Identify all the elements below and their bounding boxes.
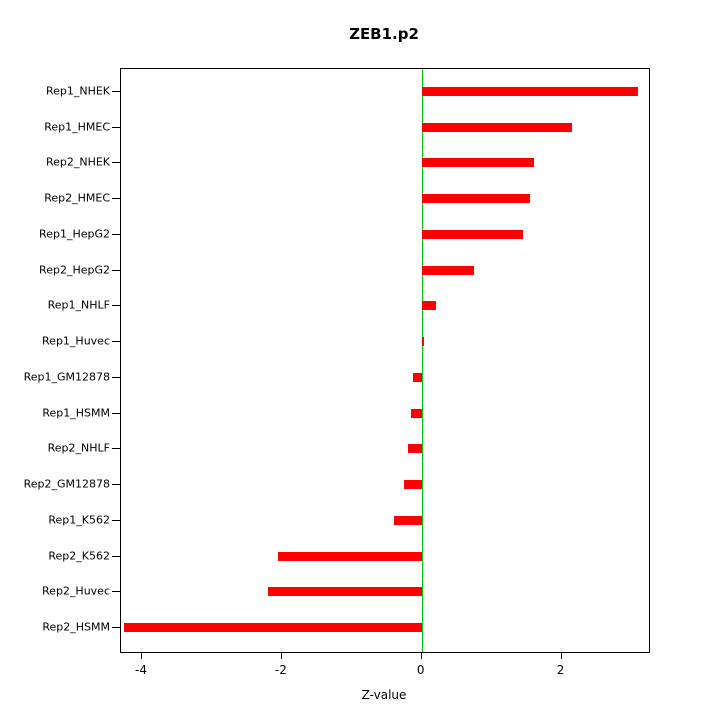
y-tick-mark: [112, 591, 120, 593]
y-tick-mark: [112, 484, 120, 486]
bar: [413, 372, 422, 382]
y-tick-mark: [112, 91, 120, 92]
y-tick-mark: [112, 233, 120, 235]
bar: [124, 623, 422, 632]
y-tick-label: Rep1_HSMM: [42, 406, 110, 420]
y-tick-label: Rep2_NHLF: [47, 441, 110, 455]
y-tick-mark: [112, 555, 120, 557]
bar: [393, 515, 422, 525]
plot-area: [120, 68, 650, 653]
x-tick-mark: [280, 652, 282, 659]
bar: [411, 408, 422, 418]
bar: [421, 229, 524, 239]
y-tick-label: Rep2_Huvec: [42, 584, 110, 598]
bar: [407, 444, 422, 454]
x-tick-mark: [560, 652, 562, 659]
bar: [278, 551, 422, 561]
bar: [267, 587, 422, 597]
bar: [421, 265, 475, 275]
y-tick-label: Rep2_HepG2: [39, 263, 110, 277]
bar: [404, 480, 422, 490]
y-tick-mark: [112, 305, 120, 307]
y-tick-label: Rep2_HSMM: [42, 620, 110, 634]
x-axis-label: Z-value: [361, 688, 407, 702]
y-tick-mark: [112, 412, 120, 414]
bar: [421, 87, 639, 96]
bar: [421, 337, 424, 347]
y-tick-label: Rep2_K562: [48, 549, 110, 563]
x-tick-label: -2: [274, 663, 287, 677]
y-tick-mark: [112, 126, 120, 128]
y-tick-label: Rep2_GM12878: [23, 477, 110, 491]
bar: [421, 301, 436, 311]
x-tick-label: 2: [556, 663, 565, 677]
y-tick-label: Rep1_HMEC: [44, 120, 110, 134]
y-tick-mark: [112, 627, 120, 628]
bar: [421, 194, 531, 204]
y-tick-mark: [112, 162, 120, 164]
y-tick-label: Rep1_NHEK: [45, 84, 110, 98]
y-tick-label: Rep1_NHLF: [47, 298, 110, 312]
y-tick-mark: [112, 519, 120, 521]
y-tick-mark: [112, 448, 120, 450]
x-tick-mark: [140, 652, 142, 659]
zero-reference-line: [421, 69, 423, 652]
y-tick-mark: [112, 198, 120, 200]
y-tick-label: Rep1_HepG2: [39, 227, 110, 241]
bar: [421, 158, 534, 168]
y-tick-label: Rep1_Huvec: [42, 334, 110, 348]
bar: [421, 122, 573, 132]
y-tick-mark: [112, 341, 120, 343]
y-tick-label: Rep2_NHEK: [45, 155, 110, 169]
x-tick-label: 0: [416, 663, 425, 677]
chart-title: ZEB1.p2: [349, 25, 419, 43]
y-tick-mark: [112, 376, 120, 378]
y-tick-label: Rep1_GM12878: [23, 370, 110, 384]
y-tick-mark: [112, 269, 120, 271]
x-tick-mark: [420, 652, 422, 659]
y-tick-label: Rep2_HMEC: [44, 191, 110, 205]
x-tick-label: -4: [134, 663, 147, 677]
y-tick-label: Rep1_K562: [48, 513, 110, 527]
